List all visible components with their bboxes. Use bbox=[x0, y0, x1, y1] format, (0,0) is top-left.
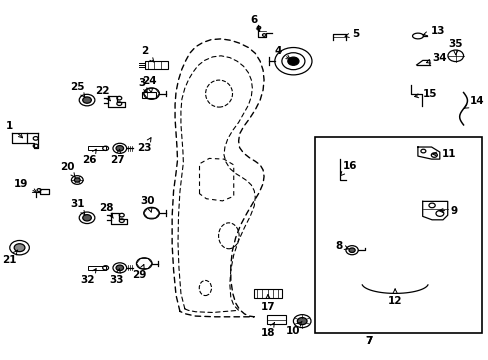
Text: 31: 31 bbox=[70, 199, 85, 215]
Text: 10: 10 bbox=[285, 321, 302, 336]
Bar bbox=[142, 92, 156, 98]
Circle shape bbox=[348, 248, 354, 252]
Bar bbox=[253, 289, 282, 298]
Text: 17: 17 bbox=[260, 294, 275, 312]
Text: 30: 30 bbox=[140, 196, 155, 212]
Text: 33: 33 bbox=[109, 269, 123, 285]
Bar bbox=[266, 315, 285, 324]
Text: 15: 15 bbox=[414, 89, 437, 99]
Text: 7: 7 bbox=[365, 336, 372, 346]
Circle shape bbox=[287, 57, 298, 65]
Circle shape bbox=[74, 178, 80, 182]
Circle shape bbox=[116, 265, 123, 271]
Text: 28: 28 bbox=[99, 203, 114, 218]
Text: 4: 4 bbox=[273, 46, 289, 59]
Text: 22: 22 bbox=[95, 86, 110, 101]
Text: 14: 14 bbox=[463, 96, 483, 108]
Text: 23: 23 bbox=[137, 138, 151, 153]
Text: 25: 25 bbox=[70, 82, 85, 97]
Text: 21: 21 bbox=[2, 250, 18, 265]
Text: 13: 13 bbox=[423, 26, 444, 36]
Circle shape bbox=[14, 244, 25, 252]
Circle shape bbox=[116, 145, 123, 151]
Text: 5: 5 bbox=[345, 29, 359, 39]
Text: 8: 8 bbox=[335, 240, 348, 251]
Text: 7: 7 bbox=[365, 336, 372, 346]
Bar bbox=[144, 61, 168, 69]
Text: 6: 6 bbox=[250, 15, 259, 31]
Text: 20: 20 bbox=[60, 162, 75, 177]
Text: 12: 12 bbox=[387, 289, 402, 306]
Text: 26: 26 bbox=[81, 149, 96, 165]
Text: 1: 1 bbox=[6, 121, 22, 138]
Text: 16: 16 bbox=[340, 161, 356, 176]
Text: 27: 27 bbox=[110, 149, 124, 165]
Circle shape bbox=[82, 215, 91, 221]
Text: 19: 19 bbox=[13, 179, 37, 193]
Circle shape bbox=[297, 318, 306, 325]
Text: 2: 2 bbox=[141, 46, 154, 62]
Text: 18: 18 bbox=[260, 323, 275, 338]
Bar bbox=[88, 266, 105, 270]
Text: 29: 29 bbox=[132, 265, 146, 280]
Text: 35: 35 bbox=[447, 39, 462, 55]
Circle shape bbox=[82, 97, 91, 103]
Text: 11: 11 bbox=[432, 149, 455, 159]
Text: 32: 32 bbox=[81, 269, 96, 285]
Bar bbox=[88, 146, 105, 150]
Bar bbox=[315, 137, 481, 333]
Text: 3: 3 bbox=[138, 78, 147, 93]
Text: 34: 34 bbox=[426, 53, 447, 63]
Text: 24: 24 bbox=[142, 76, 156, 93]
Text: 9: 9 bbox=[438, 206, 456, 216]
